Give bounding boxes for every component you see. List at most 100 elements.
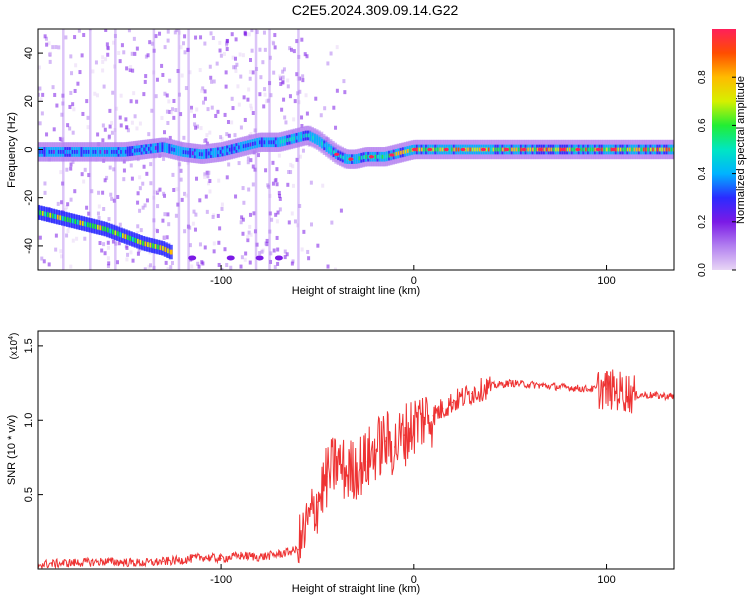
- noise-cell: [225, 39, 229, 44]
- noise-cell: [168, 78, 172, 83]
- noise-cell: [126, 252, 130, 257]
- noise-cell: [273, 265, 277, 270]
- noise-cell: [64, 35, 68, 40]
- noise-cell: [203, 245, 207, 250]
- noise-cell: [66, 123, 70, 128]
- noise-cell: [116, 194, 120, 199]
- noise-cell: [158, 31, 162, 36]
- noise-cell: [167, 99, 171, 104]
- noise-cell: [230, 120, 234, 125]
- ridge-peak: [560, 147, 566, 152]
- branch-core: [44, 211, 48, 217]
- noise-cell: [283, 115, 287, 120]
- noise-cell: [60, 200, 64, 205]
- noise-cell: [212, 241, 216, 246]
- spectrogram-y-axis-label: Frequency (Hz): [6, 112, 18, 188]
- noise-cell: [106, 256, 110, 261]
- noise-cell: [96, 132, 100, 137]
- branch-core: [159, 245, 163, 251]
- noise-cell: [73, 189, 77, 194]
- noise-cell: [43, 34, 47, 39]
- noise-cell: [276, 261, 280, 266]
- noise-cell: [258, 92, 262, 97]
- noise-cell: [66, 202, 70, 207]
- branch-core: [39, 210, 43, 216]
- noise-cell: [124, 117, 128, 122]
- noise-cell: [73, 35, 77, 40]
- noise-cell: [210, 79, 214, 84]
- snr-y-multiplier: (x104): [8, 333, 20, 360]
- noise-cell: [278, 74, 282, 79]
- noise-cell: [225, 262, 229, 267]
- noise-cell: [289, 162, 293, 167]
- noise-cell: [275, 219, 279, 224]
- ridge-peak: [389, 153, 395, 157]
- noise-cell: [268, 211, 272, 216]
- noise-cell: [305, 111, 309, 116]
- noise-cell: [65, 167, 69, 172]
- noise-cell: [142, 164, 146, 169]
- noise-cell: [122, 50, 126, 55]
- spectrogram-panel: -100 0 100 -40 -20 0 20 40 Height of straight l…: [6, 28, 675, 297]
- noise-cell: [139, 228, 143, 233]
- noise-cell: [253, 167, 257, 172]
- noise-cell: [225, 175, 229, 180]
- snr-point: [374, 449, 376, 451]
- noise-cell: [234, 56, 238, 61]
- noise-cell: [152, 218, 156, 223]
- noise-cell: [136, 200, 140, 205]
- noise-cell: [43, 181, 47, 186]
- noise-cell: [225, 132, 229, 137]
- branch-core: [164, 247, 168, 252]
- noise-cell: [251, 182, 255, 187]
- branch-core: [94, 224, 98, 229]
- noise-cell: [268, 81, 272, 86]
- noise-cell: [71, 130, 75, 135]
- spectrogram-ridge: [38, 125, 674, 169]
- noise-cell: [108, 108, 112, 113]
- noise-cell: [342, 79, 346, 84]
- noise-cell: [278, 196, 282, 201]
- noise-cell: [264, 99, 268, 104]
- spectrogram-x-axis-label: Height of straight line (km): [292, 285, 420, 297]
- noise-cell: [287, 220, 291, 225]
- noise-cell: [285, 252, 289, 257]
- noise-cell: [205, 133, 209, 138]
- noise-cell: [103, 251, 107, 256]
- branch-core: [142, 240, 146, 246]
- snr-point: [509, 382, 511, 384]
- noise-cell: [321, 183, 325, 188]
- noise-cell: [298, 154, 302, 159]
- noise-cell: [256, 153, 260, 158]
- branch-core: [169, 249, 173, 255]
- noise-cell: [251, 110, 255, 115]
- noise-cell: [104, 57, 108, 62]
- noise-cell: [290, 47, 294, 52]
- noise-cell: [203, 174, 207, 179]
- noise-cell: [197, 264, 201, 269]
- noise-cell: [71, 102, 75, 107]
- noise-cell: [298, 89, 302, 94]
- noise-cell: [71, 159, 75, 164]
- snr-point: [336, 461, 338, 463]
- noise-cell: [130, 120, 134, 125]
- noise-cell: [97, 190, 101, 195]
- noise-cell: [155, 77, 159, 82]
- branch-core: [106, 227, 110, 233]
- noise-cell: [276, 247, 280, 252]
- noise-cell: [101, 138, 105, 143]
- noise-cell: [175, 187, 179, 192]
- noise-cell: [188, 70, 192, 75]
- noise-cell: [136, 224, 140, 229]
- noise-cell: [193, 122, 197, 127]
- noise-cell: [170, 110, 174, 115]
- noise-cell: [249, 212, 253, 217]
- noise-cell: [172, 115, 176, 120]
- noise-cell: [206, 181, 210, 186]
- y-tick-label: -20: [23, 190, 35, 206]
- noise-cell: [131, 258, 135, 263]
- snr-point: [355, 467, 357, 469]
- noise-cell: [112, 167, 116, 172]
- noise-cell: [258, 251, 262, 256]
- noise-cell: [300, 115, 304, 120]
